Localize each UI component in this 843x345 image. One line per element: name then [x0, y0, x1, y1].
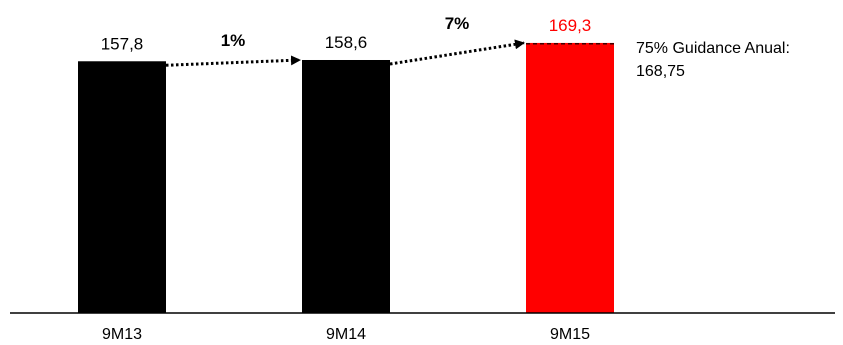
category-label-9m13: 9M13: [102, 326, 142, 343]
category-label-9m14: 9M14: [326, 326, 366, 343]
value-label-9m14: 158,6: [325, 33, 368, 52]
labels-layer: 157,8 9M13 158,6 9M14 169,3 9M15: [101, 16, 592, 343]
guidance-layer: 75% Guidance Anual: 168,75: [526, 40, 790, 80]
bar-9m15: [526, 42, 614, 314]
guidance-label-line1: 75% Guidance Anual:: [636, 40, 790, 57]
growth-arrow-2: [389, 39, 525, 66]
bar-9m14: [302, 59, 390, 313]
growth-arrow-1: [165, 55, 301, 67]
guidance-label-line2: 168,75: [636, 63, 685, 80]
bar-9m13: [78, 61, 166, 314]
growth-label-1: 1%: [221, 31, 246, 50]
value-label-9m15: 169,3: [549, 16, 592, 35]
bars-layer: [78, 42, 614, 314]
growth-label-2: 7%: [445, 14, 470, 33]
growth-arrows-layer: 1% 7%: [165, 14, 525, 67]
category-label-9m15: 9M15: [550, 326, 590, 343]
value-label-9m13: 157,8: [101, 34, 144, 53]
